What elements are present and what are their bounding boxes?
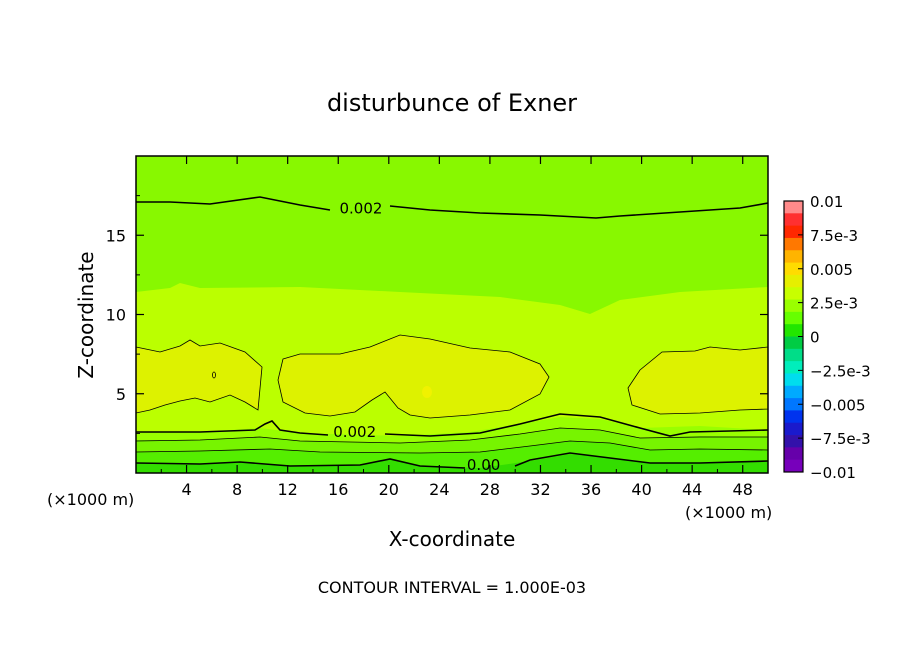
- colorbar-segment: [784, 348, 803, 362]
- x-tick-label: 16: [328, 480, 348, 499]
- colorbar-labels: 0.01 7.5e-3 0.005 2.5e-3 0 −2.5e-3 −0.005 −7.5e…: [810, 193, 871, 482]
- bubble-left: [136, 339, 263, 414]
- y-axis-label: Z-coordinate: [74, 251, 98, 378]
- x-tick-label: 24: [429, 480, 449, 499]
- contour-interval-footer: CONTOUR INTERVAL = 1.000E-03: [318, 578, 586, 597]
- colorbar-segment: [784, 336, 803, 350]
- x-tick-label: 4: [181, 480, 191, 499]
- colorbar-segment: [784, 274, 803, 288]
- colorbar-segment: [784, 225, 803, 239]
- colorbar-segment: [784, 447, 803, 461]
- colorbar-label: 0.01: [810, 193, 843, 211]
- colorbar-segment: [784, 385, 803, 399]
- colorbar-segment: [784, 250, 803, 263]
- colorbar-label: −0.01: [810, 464, 856, 482]
- x-tick-label: 20: [379, 480, 399, 499]
- colorbar-segment: [784, 201, 803, 214]
- colorbar-label: 7.5e-3: [810, 227, 858, 245]
- small-contour: [212, 371, 216, 379]
- colorbar-segment: [784, 324, 803, 337]
- x-tick-label: 8: [232, 480, 242, 499]
- colorbar-segment: [784, 373, 803, 387]
- hotspot: [422, 386, 432, 398]
- plot-area: [136, 156, 768, 473]
- x-tick-label: 28: [480, 480, 500, 499]
- colorbar-label: 2.5e-3: [810, 295, 858, 313]
- chart-title: disturbunce of Exner: [327, 89, 577, 117]
- x-axis-label: X-coordinate: [389, 527, 516, 551]
- contour-lower-0.002: [136, 413, 768, 437]
- x-unit-right: (×1000 m): [685, 503, 772, 522]
- colorbar-segment: [784, 287, 803, 300]
- colorbar-label: −7.5e-3: [810, 430, 871, 448]
- y-tick-label: 10: [106, 306, 126, 325]
- x-unit-left: (×1000 m): [47, 490, 134, 509]
- colorbar-segment: [784, 262, 803, 276]
- contour-label: 0.002: [333, 423, 376, 441]
- colorbar-segment: [784, 213, 803, 227]
- x-tick-label: 40: [631, 480, 651, 499]
- colorbar-segment: [784, 398, 803, 411]
- y-tick-label: 15: [106, 226, 126, 245]
- colorbar-segment: [784, 459, 803, 473]
- y-tick-label: 5: [116, 385, 126, 404]
- bubble-right: [627, 346, 768, 415]
- bubble-center: [277, 334, 550, 419]
- contour-thin-2: [136, 440, 768, 454]
- x-tick-label: 48: [733, 480, 753, 499]
- colorbar-segment: [784, 422, 803, 436]
- contour-upper-0.002: [136, 196, 768, 219]
- colorbar-segment: [784, 435, 803, 448]
- colorbar-label: 0: [810, 329, 820, 347]
- contour-0.00: [136, 452, 768, 469]
- contour-label: 0.00: [467, 456, 500, 474]
- x-tick-label: 12: [278, 480, 298, 499]
- contour-labels: 0.002 0.002 0.00: [333, 199, 500, 474]
- y-tick-labels: 5 10 15: [106, 226, 126, 404]
- colorbar-segment: [784, 311, 803, 325]
- colorbar-label: −2.5e-3: [810, 362, 871, 380]
- colorbar-label: −0.005: [810, 396, 866, 414]
- colorbar-segment: [784, 237, 803, 251]
- x-tick-label: 36: [581, 480, 601, 499]
- colorbar-segment: [784, 299, 803, 313]
- colorbar-segment: [784, 410, 803, 424]
- contour-label: 0.002: [340, 199, 383, 217]
- x-tick-label: 44: [682, 480, 702, 499]
- axis-ticks: [136, 156, 768, 473]
- colorbar-segment: [784, 361, 803, 374]
- x-tick-labels: 4 8 12 16 20 24 28 32 36 40 44 48: [181, 480, 752, 499]
- colorbar-label: 0.005: [810, 261, 853, 279]
- colorbar: [783, 200, 804, 473]
- contour-thin-1: [136, 427, 768, 444]
- x-tick-label: 32: [530, 480, 550, 499]
